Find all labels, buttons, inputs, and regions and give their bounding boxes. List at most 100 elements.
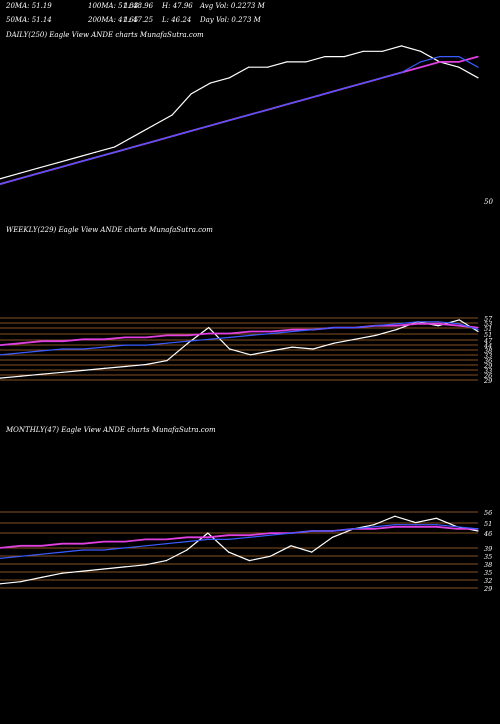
daily-price-point-9	[171, 114, 173, 116]
daily-ma_short-line	[0, 55, 479, 185]
daily-ma_short-point-9	[171, 135, 173, 137]
daily-ma_short-point-1	[18, 178, 20, 180]
monthly-level-label-4: 35	[484, 553, 492, 561]
weekly-price-point-2	[41, 373, 43, 375]
monthly-ma_short-point-1	[20, 555, 22, 557]
weekly-price-line	[0, 319, 479, 379]
weekly-ma_short-point-8	[166, 342, 168, 344]
monthly-price-point-13	[269, 555, 271, 557]
weekly-price-point-22	[458, 319, 460, 321]
weekly-price-point-23	[477, 330, 479, 333]
weekly-ma_short-point-13	[270, 332, 272, 335]
daily-price-point-1	[18, 172, 20, 174]
monthly-ma_short-point-11	[228, 538, 230, 541]
monthly-price-point-2	[41, 576, 43, 579]
daily-stat-50ma: 50MA: 51.14	[6, 16, 52, 24]
monthly-caption: MONTHLY(47) Eagle View ANDE charts Munaf…	[5, 426, 216, 434]
monthly-price-point-9	[186, 549, 188, 551]
daily-price-point-25	[477, 77, 479, 79]
weekly-level-label-3: 51	[484, 331, 492, 339]
weekly-price-point-13	[270, 350, 272, 352]
monthly-level-label-0: 56	[484, 509, 492, 517]
monthly-ma_short-point-7	[144, 545, 147, 547]
weekly-ma_short-point-22	[458, 323, 460, 325]
daily-price-point-18	[343, 56, 345, 58]
monthly-price-point-6	[124, 566, 126, 568]
monthly-ma_short-point-14	[290, 532, 292, 534]
daily-ma_short-point-5	[95, 156, 97, 159]
monthly-ma_long-point-20	[415, 526, 417, 528]
monthly-price-point-19	[394, 515, 396, 517]
weekly-ma_short-point-12	[249, 334, 252, 336]
weekly-ma_short-point-2	[41, 350, 43, 352]
monthly-price-point-15	[311, 551, 313, 553]
monthly-ma_short-point-17	[352, 528, 354, 530]
monthly-level-label-2: 46	[483, 530, 492, 538]
daily-stat-1b: 1: 47.25	[124, 16, 154, 24]
weekly-price-point-18	[375, 334, 377, 336]
daily-ma_long-point-22	[420, 66, 422, 68]
monthly-ma_long-point-18	[373, 528, 375, 530]
weekly-ma_long-point-2	[41, 340, 43, 342]
weekly-level-label-9: 29	[483, 362, 492, 370]
weekly-level-label-0: 57	[484, 315, 493, 323]
monthly-ma_long-point-12	[248, 534, 250, 536]
monthly-ma_short-point-18	[373, 526, 375, 528]
weekly-ma_short-point-19	[396, 323, 398, 325]
monthly-ma_short-point-19	[394, 524, 396, 526]
weekly-ma_short-point-5	[103, 346, 105, 348]
daily-ma_short-point-6	[114, 151, 116, 153]
daily-price-point-8	[152, 125, 154, 127]
daily-ma_short-point-0	[0, 183, 1, 185]
daily-price-point-11	[209, 82, 211, 84]
monthly-ma_short-point-20	[415, 524, 417, 526]
daily-ma_short-point-10	[190, 130, 192, 132]
daily-ma_long-line	[0, 55, 479, 185]
daily-price-point-10	[190, 93, 192, 95]
daily-price-point-7	[133, 135, 135, 137]
weekly-ma_long-point-23	[477, 327, 479, 329]
monthly-level-label-1: 51	[484, 520, 492, 528]
weekly-ma_short-point-7	[145, 344, 147, 346]
weekly-price-point-7	[145, 363, 147, 366]
daily-ma_short-point-13	[248, 114, 250, 116]
weekly-ma_long-point-14	[291, 329, 293, 331]
daily-ma_short-point-23	[439, 56, 441, 58]
monthly-price-point-1	[20, 581, 22, 583]
weekly-price-point-3	[62, 371, 64, 373]
weekly-ma_short-point-15	[312, 329, 314, 331]
daily-ma_short-point-4	[75, 162, 78, 164]
daily-ma_short-point-14	[267, 109, 269, 111]
daily-ma_short-point-2	[37, 172, 39, 174]
weekly-price-point-15	[312, 348, 314, 350]
daily-stat-avg-vol: Avg Vol: 0.2273 M	[199, 2, 266, 10]
weekly-ma_long-point-7	[145, 336, 147, 338]
monthly-ma_short-point-10	[207, 538, 209, 541]
weekly-ma_short-point-17	[354, 327, 356, 329]
weekly-level-label-7: 33	[484, 352, 492, 360]
weekly-ma_long-point-10	[208, 332, 210, 335]
monthly-ma_long-point-6	[124, 541, 126, 543]
daily-price-point-19	[362, 50, 364, 52]
weekly-level-label-5: 44	[483, 342, 492, 350]
monthly-price-point-7	[144, 564, 147, 566]
monthly-ma_short-point-16	[331, 530, 334, 532]
monthly-ma_short-point-2	[41, 553, 43, 555]
weekly-ma_long-line	[0, 322, 479, 346]
daily-ma_short-point-3	[56, 167, 59, 169]
monthly-price-point-23	[477, 530, 479, 532]
grid-layer	[0, 317, 478, 589]
daily-price-point-16	[305, 61, 307, 63]
monthly-price-point-5	[103, 568, 105, 570]
monthly-price-point-10	[207, 532, 209, 534]
monthly-price-point-14	[290, 545, 292, 547]
daily-price-point-6	[114, 146, 116, 148]
daily-ma_short-point-19	[362, 82, 364, 84]
daily-price-point-3	[56, 162, 59, 164]
weekly-price-point-14	[291, 346, 293, 348]
weekly-ma_short-point-3	[62, 348, 64, 350]
daily-stat-h: H: 47.96	[161, 2, 193, 10]
monthly-ma_short-point-23	[477, 528, 479, 530]
daily-price-point-4	[75, 156, 78, 159]
